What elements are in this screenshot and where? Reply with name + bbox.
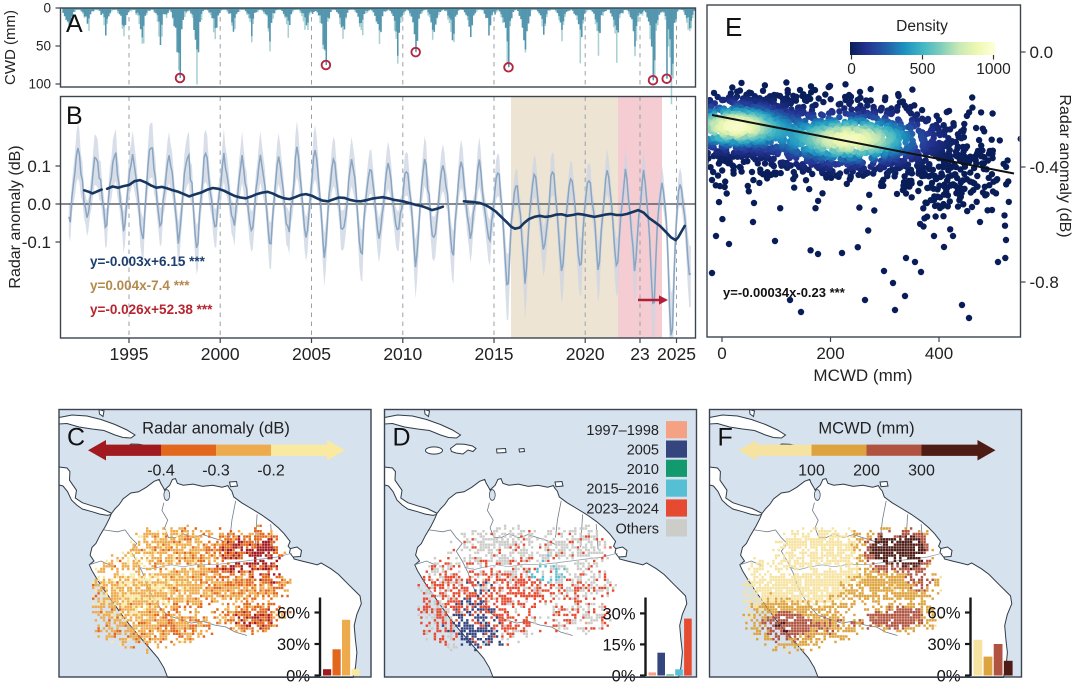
svg-text:30%: 30% bbox=[602, 605, 635, 623]
svg-text:0.1: 0.1 bbox=[27, 157, 51, 176]
svg-text:2005: 2005 bbox=[627, 443, 659, 459]
svg-text:-0.3: -0.3 bbox=[202, 463, 230, 480]
svg-text:0: 0 bbox=[847, 61, 856, 78]
svg-text:1997–1998: 1997–1998 bbox=[586, 423, 659, 439]
svg-text:C: C bbox=[67, 424, 85, 452]
svg-text:Others: Others bbox=[615, 521, 659, 537]
svg-text:50: 50 bbox=[36, 39, 51, 54]
svg-text:Density: Density bbox=[896, 18, 948, 35]
svg-text:2023–2024: 2023–2024 bbox=[586, 502, 659, 518]
svg-text:2025: 2025 bbox=[657, 344, 696, 364]
svg-text:-0.2: -0.2 bbox=[257, 463, 285, 480]
svg-text:23: 23 bbox=[630, 344, 649, 364]
svg-text:Radar anomaly (dB): Radar anomaly (dB) bbox=[142, 420, 290, 438]
svg-text:2010: 2010 bbox=[383, 344, 422, 364]
svg-text:-0.8: -0.8 bbox=[1030, 273, 1059, 292]
svg-text:200: 200 bbox=[816, 344, 844, 363]
svg-text:0: 0 bbox=[717, 344, 726, 363]
svg-text:400: 400 bbox=[925, 344, 953, 363]
svg-text:y=-0.026x+52.38 ***: y=-0.026x+52.38 *** bbox=[90, 302, 213, 317]
svg-text:2015–2016: 2015–2016 bbox=[586, 482, 659, 498]
svg-text:2015: 2015 bbox=[475, 344, 514, 364]
svg-text:-0.4: -0.4 bbox=[147, 463, 175, 480]
svg-text:Radar anomaly (dB): Radar anomaly (dB) bbox=[1056, 94, 1073, 237]
svg-text:A: A bbox=[66, 10, 83, 38]
svg-text:E: E bbox=[725, 12, 742, 42]
svg-text:500: 500 bbox=[910, 61, 936, 78]
svg-text:100: 100 bbox=[798, 463, 825, 480]
svg-text:2005: 2005 bbox=[292, 344, 331, 364]
svg-text:0: 0 bbox=[43, 1, 51, 16]
svg-text:-0.4: -0.4 bbox=[1030, 158, 1059, 177]
svg-text:30%: 30% bbox=[277, 636, 310, 654]
svg-text:MCWD (mm): MCWD (mm) bbox=[813, 366, 912, 385]
svg-text:MCWD (mm): MCWD (mm) bbox=[818, 420, 914, 438]
svg-text:y=-0.00034x-0.23 ***: y=-0.00034x-0.23 *** bbox=[723, 285, 846, 300]
svg-text:D: D bbox=[393, 424, 411, 452]
svg-text:60%: 60% bbox=[927, 605, 960, 623]
svg-text:100: 100 bbox=[28, 77, 51, 92]
svg-text:60%: 60% bbox=[277, 605, 310, 623]
svg-text:1000: 1000 bbox=[976, 61, 1011, 78]
svg-text:300: 300 bbox=[908, 463, 935, 480]
svg-text:CWD (mm): CWD (mm) bbox=[2, 10, 19, 85]
svg-text:2020: 2020 bbox=[566, 344, 605, 364]
svg-text:30%: 30% bbox=[927, 636, 960, 654]
svg-text:200: 200 bbox=[853, 463, 880, 480]
svg-text:-0.1: -0.1 bbox=[22, 233, 51, 252]
svg-text:B: B bbox=[66, 102, 83, 130]
svg-text:y=0.004x-7.4 ***: y=0.004x-7.4 *** bbox=[90, 278, 190, 293]
svg-text:0.0: 0.0 bbox=[27, 195, 51, 214]
svg-text:2000: 2000 bbox=[201, 344, 240, 364]
svg-text:F: F bbox=[718, 424, 733, 452]
svg-text:y=-0.003x+6.15 ***: y=-0.003x+6.15 *** bbox=[90, 254, 206, 269]
svg-text:15%: 15% bbox=[602, 636, 635, 654]
svg-text:2010: 2010 bbox=[627, 462, 659, 478]
svg-text:Radar anomaly (dB): Radar anomaly (dB) bbox=[7, 145, 24, 288]
svg-text:0.0: 0.0 bbox=[1030, 43, 1054, 62]
svg-text:1995: 1995 bbox=[110, 344, 149, 364]
